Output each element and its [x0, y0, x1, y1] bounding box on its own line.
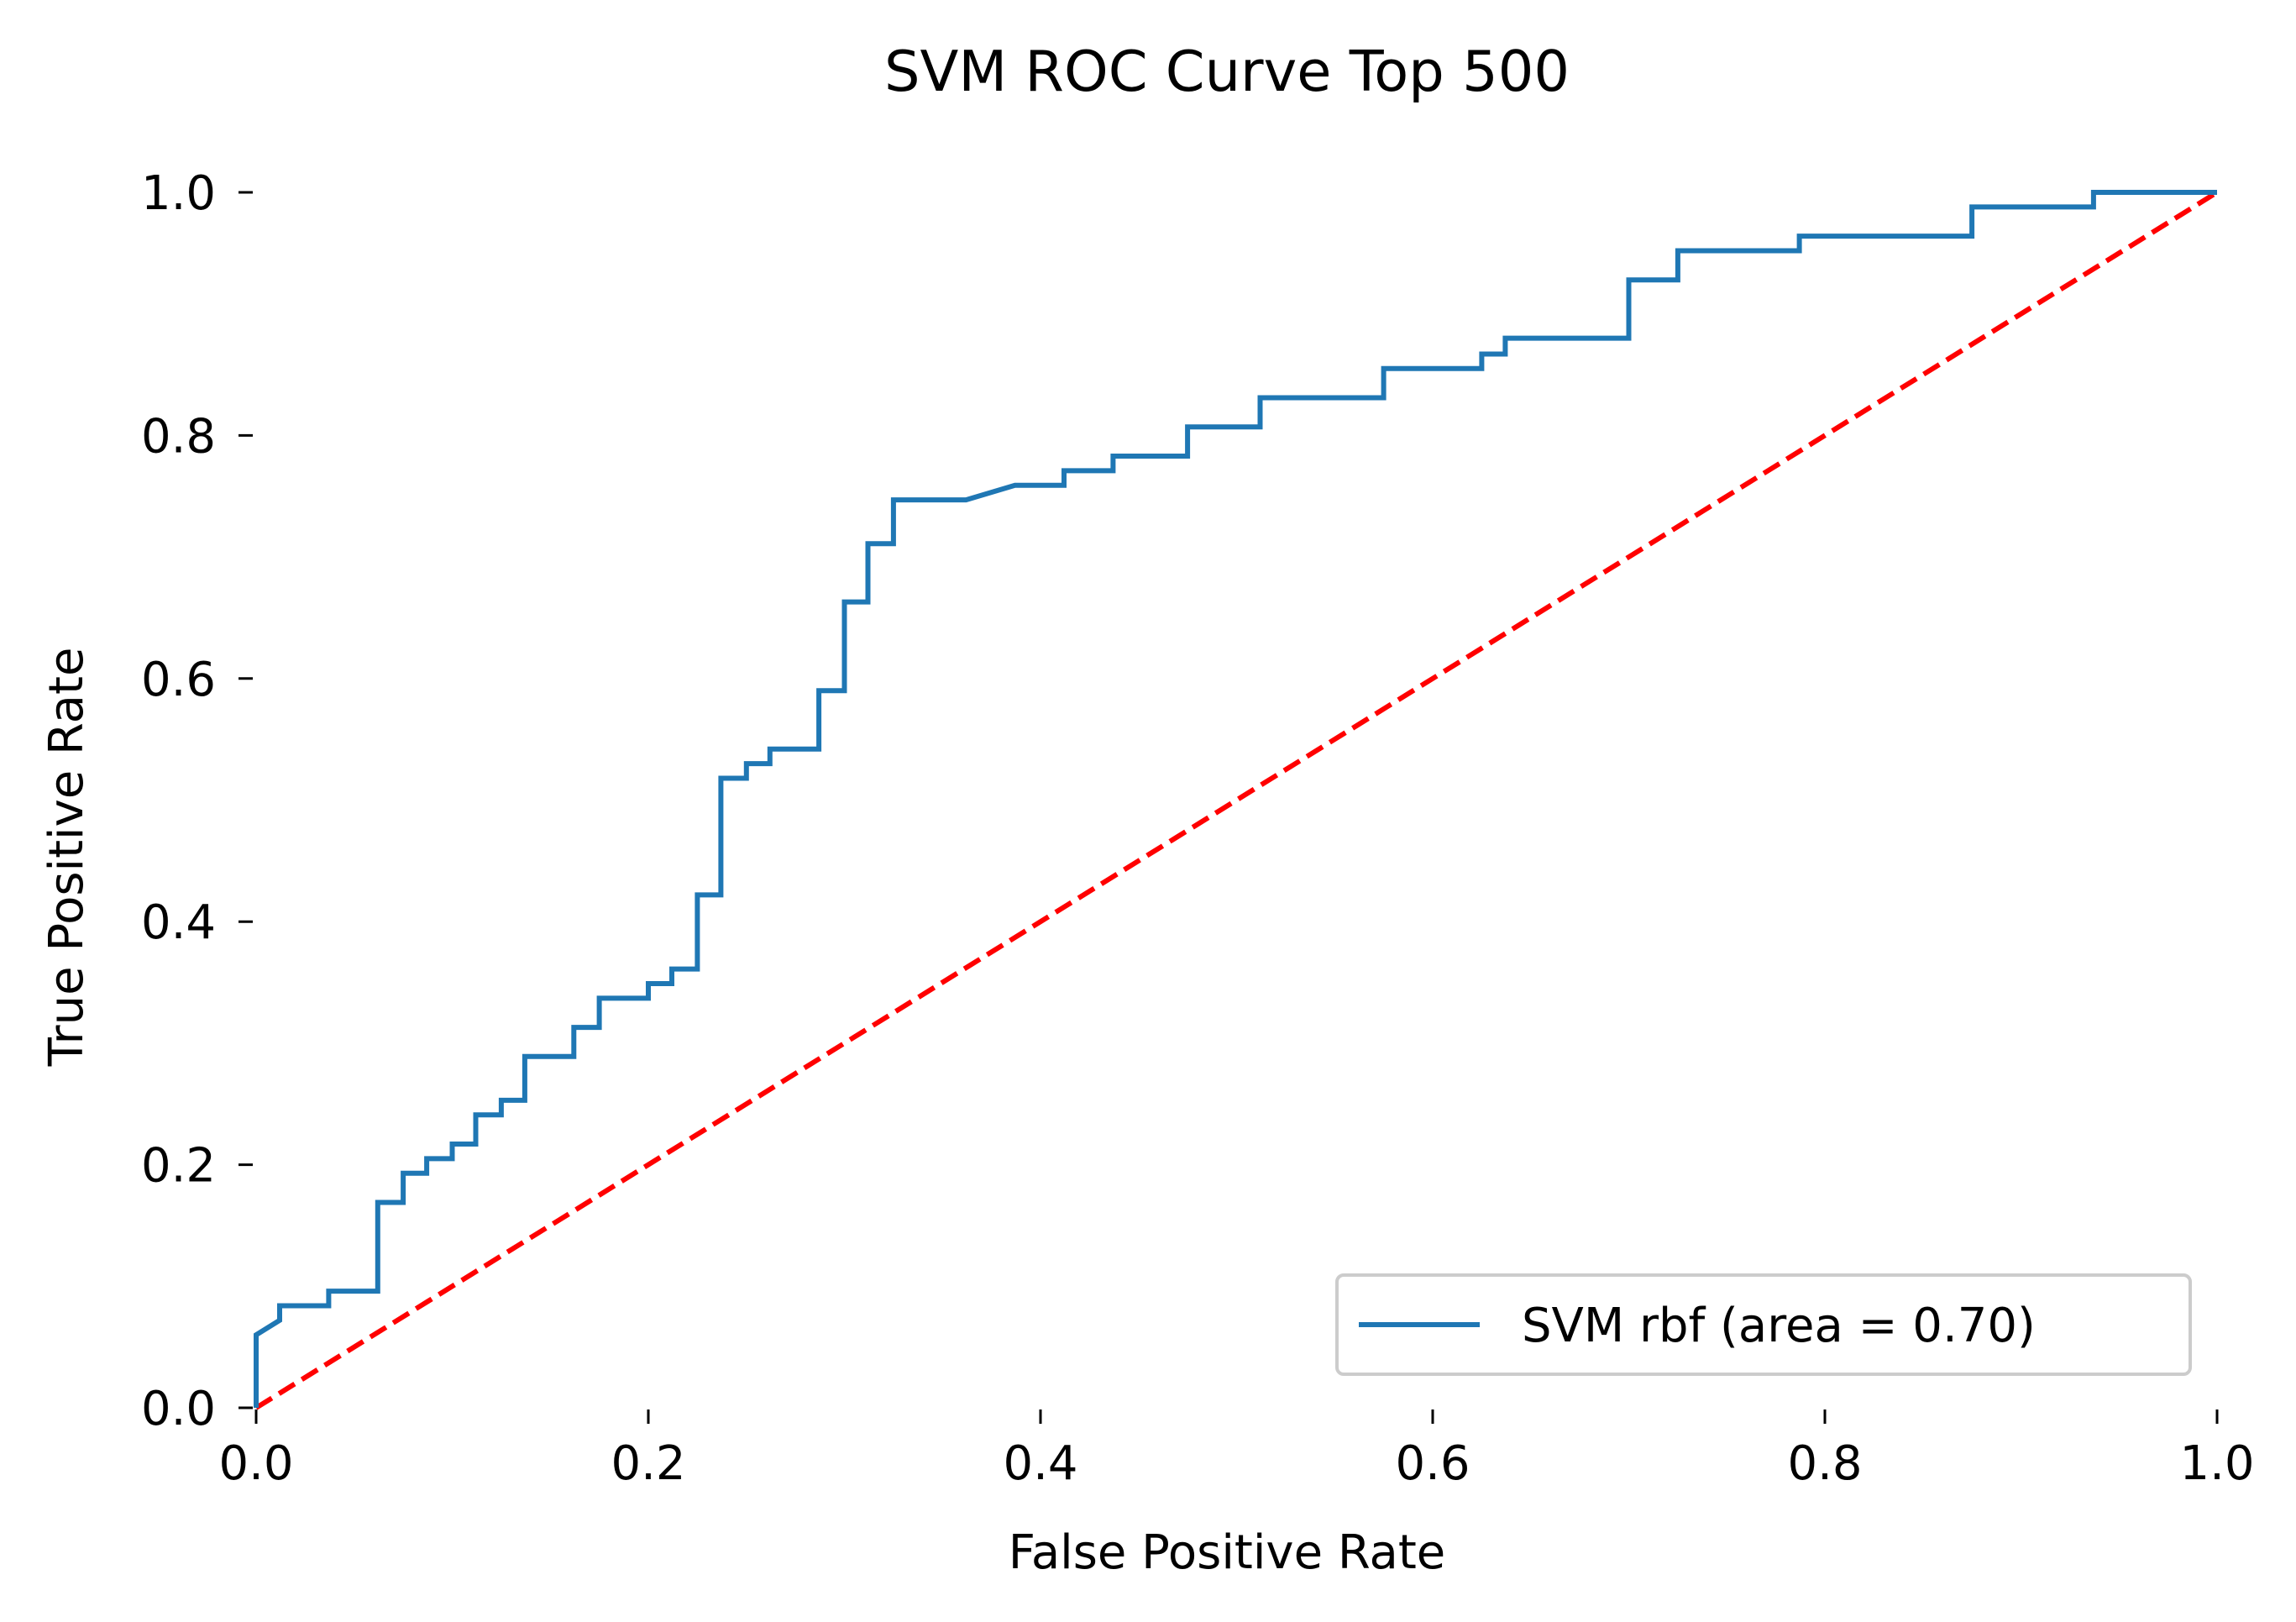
- x-axis-label: False Positive Rate: [1009, 1525, 1445, 1580]
- x-tick-label: 0.0: [218, 1436, 293, 1491]
- y-tick-label: 0.2: [141, 1139, 216, 1194]
- x-tick-label: 0.6: [1395, 1436, 1470, 1491]
- y-tick-label: 0.0: [141, 1382, 216, 1436]
- x-tick-label: 1.0: [2179, 1436, 2254, 1491]
- x-tick-label: 0.4: [1003, 1436, 1077, 1491]
- roc-curve-line: [254, 190, 2217, 1408]
- y-axis-label: True Positive Rate: [39, 648, 94, 1068]
- series-layer: [254, 190, 2219, 1410]
- y-tick-label: 0.4: [141, 895, 216, 950]
- chance-diagonal-line: [254, 190, 2219, 1410]
- legend-frame: [1335, 1273, 2192, 1376]
- y-tick-label: 0.8: [141, 409, 216, 464]
- chart-title: SVM ROC Curve Top 500: [884, 39, 1570, 104]
- x-tick-label: 0.2: [611, 1436, 685, 1491]
- y-tick-label: 0.6: [141, 653, 216, 707]
- x-tick-label: 0.8: [1787, 1436, 1862, 1491]
- legend-label: SVM rbf (area = 0.70): [1522, 1299, 2036, 1353]
- y-tick-label: 1.0: [141, 166, 216, 221]
- legend: SVM rbf (area = 0.70): [1335, 1273, 2192, 1376]
- x-axis-ticks: 0.0 0.2 0.4 0.6 0.8 1.0: [218, 1409, 2255, 1491]
- y-axis-ticks: 0.0 0.2 0.4 0.6 0.8 1.0: [141, 166, 253, 1436]
